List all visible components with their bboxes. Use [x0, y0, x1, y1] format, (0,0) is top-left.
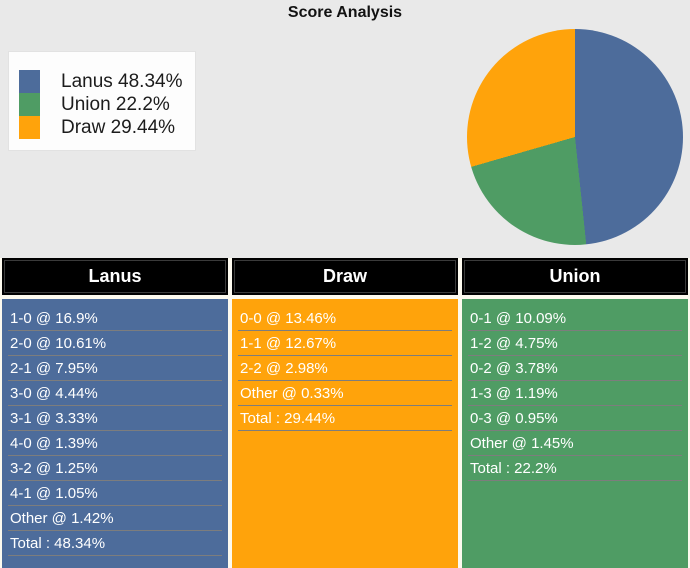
table-row: 1-1 @ 12.67%: [238, 331, 452, 356]
table-row: 2-2 @ 2.98%: [238, 356, 452, 381]
score-tables: Lanus 1-0 @ 16.9% 2-0 @ 10.61% 2-1 @ 7.95% 3…: [0, 258, 690, 568]
table-row: 1-3 @ 1.19%: [468, 381, 682, 406]
table-row: Total : 29.44%: [238, 406, 452, 431]
legend-label: Lanus 48.34%: [61, 71, 183, 92]
legend-label: Draw 29.44%: [61, 117, 176, 138]
legend-item: Union 22.2%: [19, 93, 195, 116]
table-body: 0-1 @ 10.09% 1-2 @ 4.75% 0-2 @ 3.78% 1-3 @ …: [462, 299, 688, 568]
table-row: 3-1 @ 3.33%: [8, 406, 222, 431]
legend-item: Lanus 48.34%: [19, 70, 195, 93]
pie-chart: [467, 29, 683, 245]
table-row: 3-2 @ 1.25%: [8, 456, 222, 481]
table-header: Draw: [232, 258, 458, 295]
score-table-union: Union 0-1 @ 10.09% 1-2 @ 4.75% 0-2 @ 3.78% 1…: [462, 258, 688, 568]
table-body: 0-0 @ 13.46% 1-1 @ 12.67% 2-2 @ 2.98% Other…: [232, 299, 458, 568]
table-row: Total : 48.34%: [8, 531, 222, 556]
table-row: 3-0 @ 4.44%: [8, 381, 222, 406]
table-row: 1-2 @ 4.75%: [468, 331, 682, 356]
table-row: Total : 22.2%: [468, 456, 682, 481]
table-row: Other @ 1.42%: [8, 506, 222, 531]
table-row: 4-0 @ 1.39%: [8, 431, 222, 456]
legend-swatch: [19, 116, 40, 139]
chart-title: Score Analysis: [287, 4, 403, 21]
table-row: 2-0 @ 10.61%: [8, 331, 222, 356]
legend-swatch: [19, 70, 40, 93]
legend-item: Draw 29.44%: [19, 116, 195, 139]
table-row: Other @ 0.33%: [238, 381, 452, 406]
legend-swatch: [19, 93, 40, 116]
legend-label: Union 22.2%: [61, 94, 170, 115]
table-row: 0-2 @ 3.78%: [468, 356, 682, 381]
table-row: 1-0 @ 16.9%: [8, 306, 222, 331]
table-row: 0-3 @ 0.95%: [468, 406, 682, 431]
table-header: Union: [462, 258, 688, 295]
table-row: 0-1 @ 10.09%: [468, 306, 682, 331]
score-table-draw: Draw 0-0 @ 13.46% 1-1 @ 12.67% 2-2 @ 2.98% O…: [232, 258, 458, 568]
table-row: 2-1 @ 7.95%: [8, 356, 222, 381]
table-row: Other @ 1.45%: [468, 431, 682, 456]
table-row: 4-1 @ 1.05%: [8, 481, 222, 506]
table-body: 1-0 @ 16.9% 2-0 @ 10.61% 2-1 @ 7.95% 3-0 @ …: [2, 299, 228, 568]
score-table-lanus: Lanus 1-0 @ 16.9% 2-0 @ 10.61% 2-1 @ 7.95% 3…: [2, 258, 228, 568]
table-header: Lanus: [2, 258, 228, 295]
pie-legend: Lanus 48.34% Union 22.2% Draw 29.44%: [8, 51, 196, 151]
table-row: 0-0 @ 13.46%: [238, 306, 452, 331]
